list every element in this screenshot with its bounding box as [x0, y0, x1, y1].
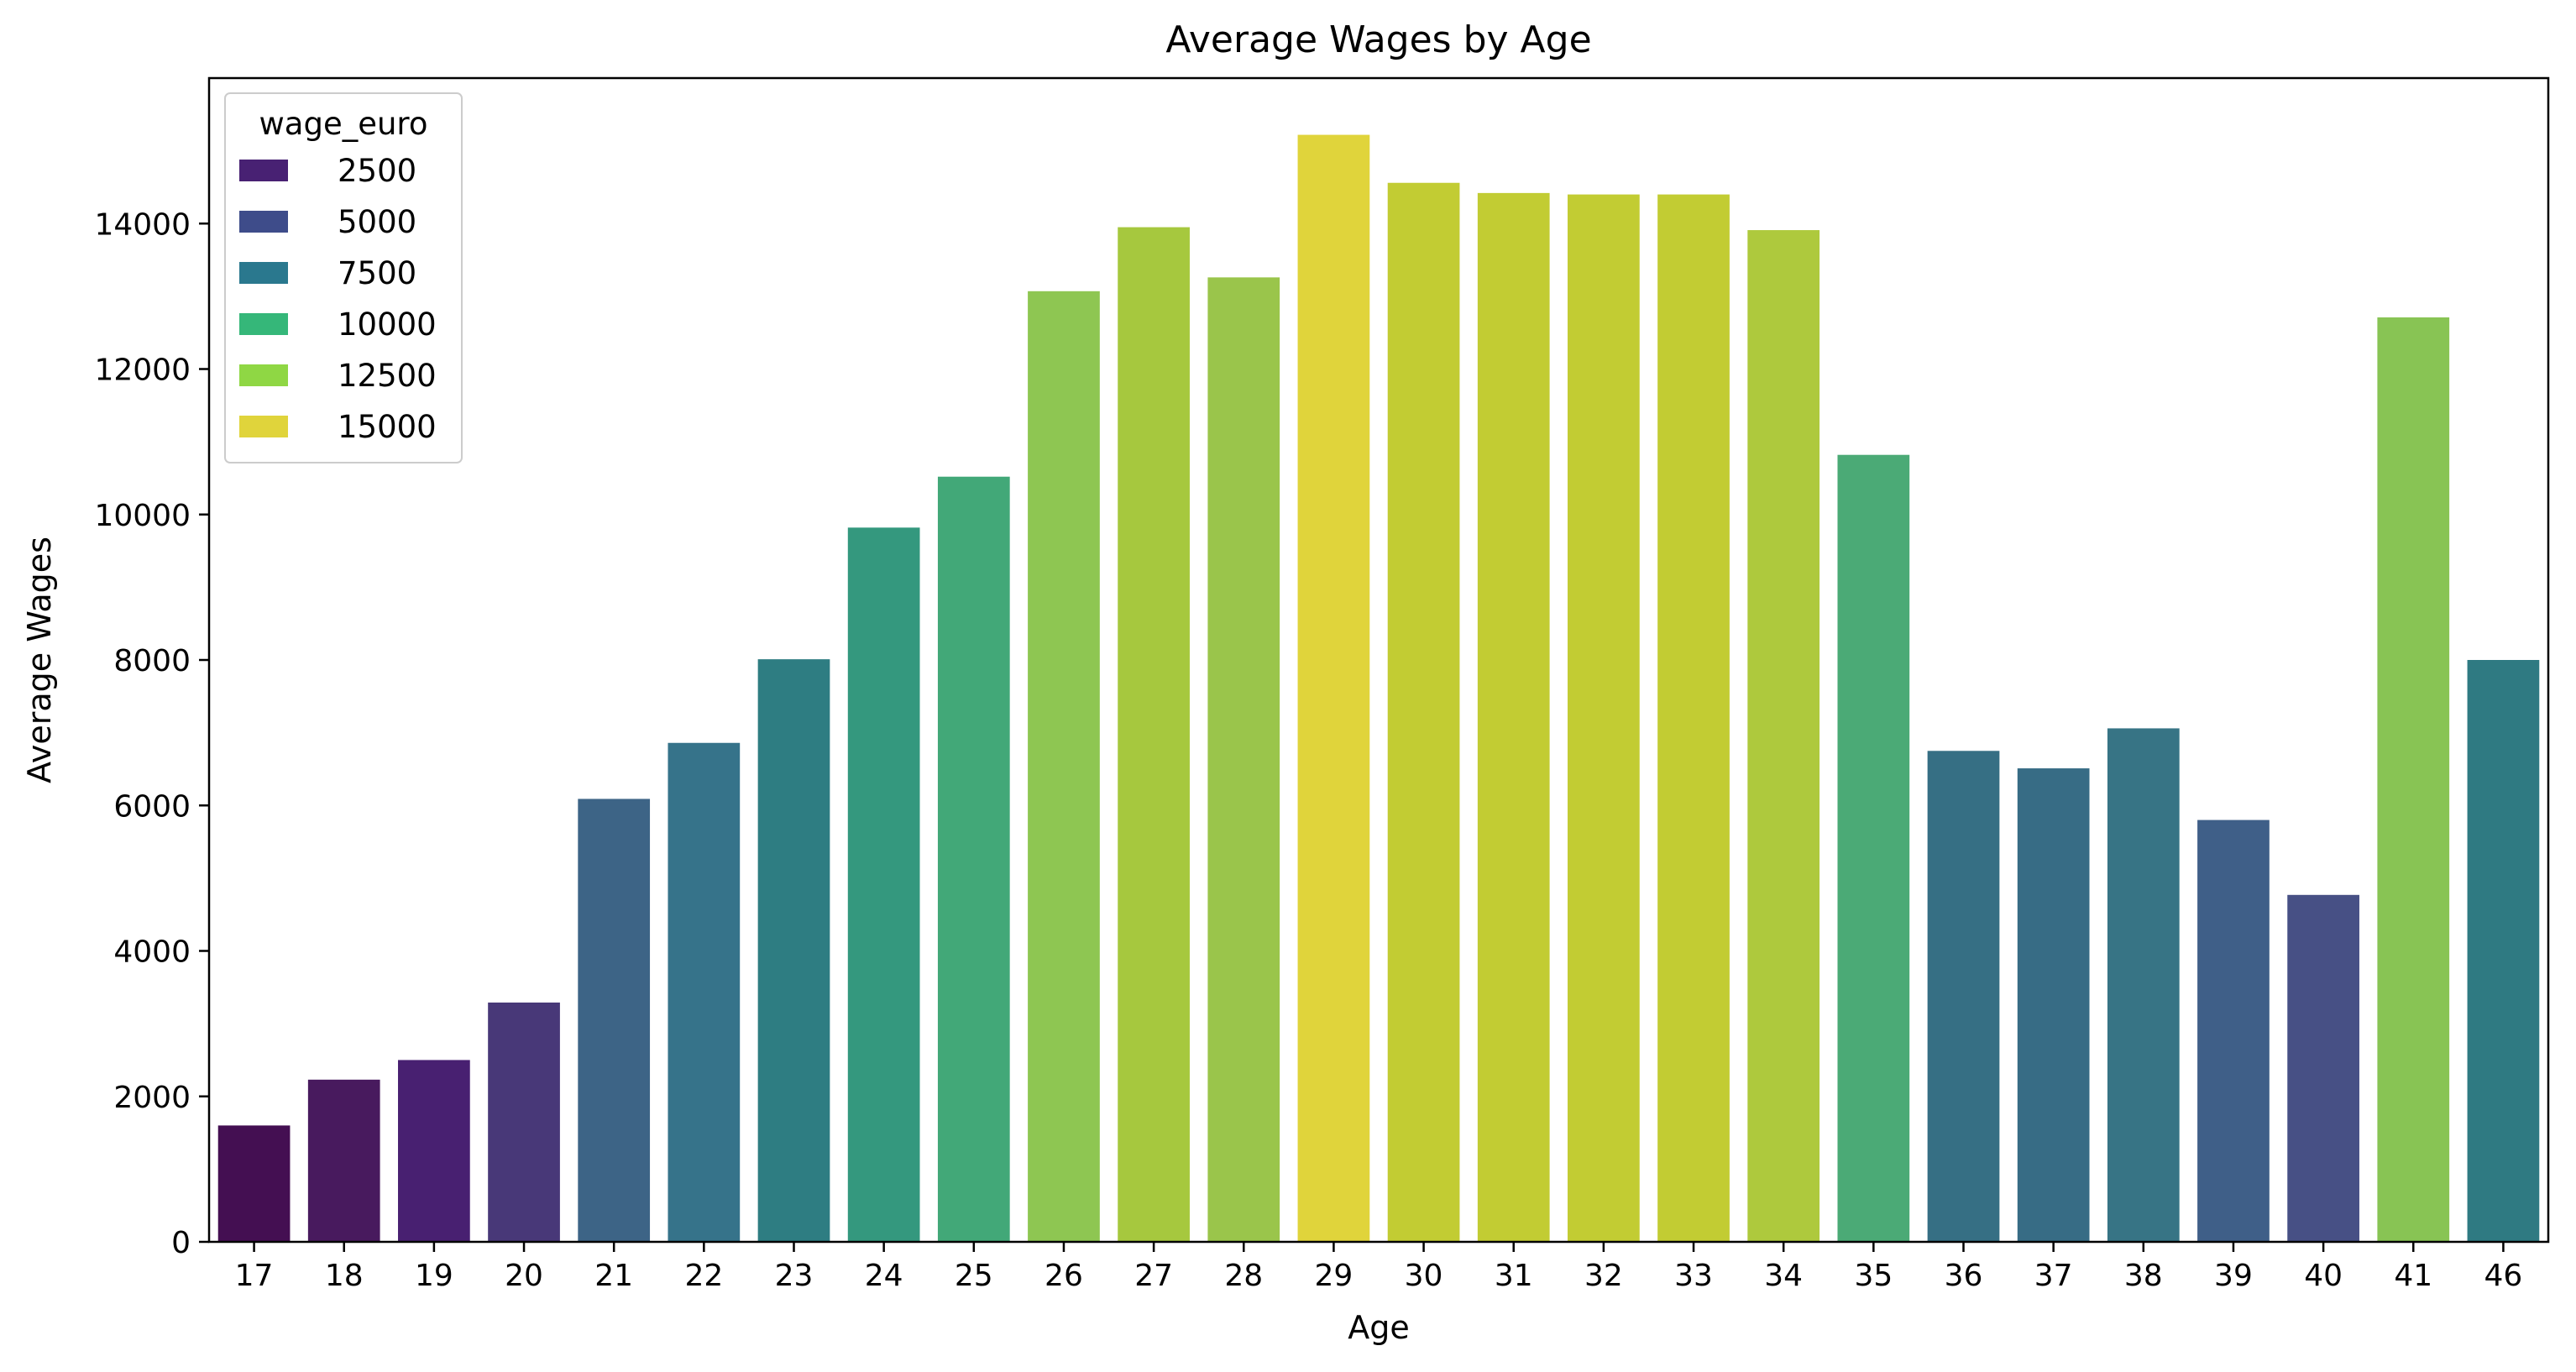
y-axis-title: Average Wages — [21, 537, 58, 783]
x-tick-label: 37 — [2034, 1259, 2073, 1293]
x-tick-label: 29 — [1315, 1259, 1353, 1293]
y-tick-label: 4000 — [113, 935, 191, 970]
x-tick-label: 30 — [1405, 1259, 1443, 1293]
legend-label: 7500 — [338, 255, 416, 291]
bars-layer — [217, 134, 2540, 1243]
x-tick-label: 34 — [1764, 1259, 1803, 1293]
x-tick-label: 28 — [1224, 1259, 1263, 1293]
x-tick-label: 32 — [1584, 1259, 1623, 1293]
legend-swatch — [239, 313, 288, 335]
x-tick-label: 31 — [1495, 1259, 1533, 1293]
legend-title: wage_euro — [259, 106, 428, 142]
x-tick-label: 26 — [1045, 1259, 1083, 1293]
legend-swatch — [239, 364, 288, 386]
y-tick-label: 8000 — [113, 644, 191, 678]
y-tick-label: 6000 — [113, 789, 191, 824]
y-axis: 0 2000 4000 6000 8000 10000 12000 14000 — [94, 207, 209, 1260]
bar-age-22 — [668, 742, 741, 1242]
x-tick-label: 46 — [2484, 1259, 2523, 1293]
bar-age-40 — [2287, 894, 2359, 1242]
x-tick-label: 18 — [325, 1259, 364, 1293]
bar-age-26 — [1028, 291, 1100, 1242]
bar-age-29 — [1297, 134, 1370, 1242]
x-tick-label: 40 — [2304, 1259, 2343, 1293]
bar-age-32 — [1568, 194, 1640, 1243]
x-tick-label: 20 — [505, 1259, 543, 1293]
x-tick-label: 33 — [1674, 1259, 1713, 1293]
x-tick-label: 36 — [1945, 1259, 1983, 1293]
x-tick-label: 35 — [1854, 1259, 1893, 1293]
bar-age-19 — [398, 1060, 470, 1242]
legend-label: 12500 — [338, 358, 437, 394]
plot-frame — [207, 76, 2550, 1244]
bar-age-25 — [937, 476, 1010, 1242]
legend-swatch — [239, 262, 288, 284]
bar-age-17 — [217, 1125, 291, 1242]
bar-age-31 — [1477, 192, 1550, 1242]
bar-age-21 — [578, 799, 651, 1242]
bar-age-34 — [1747, 230, 1820, 1242]
y-tick-label: 12000 — [94, 353, 191, 388]
legend-label: 5000 — [338, 204, 416, 240]
x-tick-label: 39 — [2214, 1259, 2253, 1293]
x-tick-label: 21 — [594, 1259, 633, 1293]
bar-age-27 — [1118, 227, 1190, 1243]
legend-label: 10000 — [338, 306, 437, 343]
bar-age-37 — [2017, 768, 2090, 1242]
bar-age-36 — [1927, 751, 2000, 1242]
bar-age-39 — [2197, 820, 2270, 1242]
bar-age-46 — [2467, 660, 2540, 1242]
legend-label: 15000 — [338, 409, 437, 445]
x-tick-label: 41 — [2394, 1259, 2432, 1293]
x-tick-label: 23 — [775, 1259, 814, 1293]
bar-age-30 — [1387, 182, 1460, 1243]
x-tick-label: 25 — [955, 1259, 993, 1293]
legend-swatch — [239, 160, 288, 181]
bar-age-35 — [1837, 454, 1910, 1242]
bar-age-41 — [2377, 317, 2450, 1242]
x-tick-label: 24 — [865, 1259, 903, 1293]
bar-age-28 — [1207, 277, 1280, 1243]
y-tick-label: 2000 — [113, 1081, 191, 1115]
y-tick-label: 10000 — [94, 499, 191, 533]
legend-swatch — [239, 416, 288, 437]
x-axis: 17 18 19 20 21 22 23 24 25 26 27 28 29 30 31 32 33 34 35 36… — [235, 1242, 2523, 1293]
x-tick-label: 19 — [415, 1259, 453, 1293]
legend-label: 2500 — [338, 153, 416, 189]
bar-age-20 — [488, 1003, 560, 1242]
bar-age-18 — [307, 1079, 380, 1242]
x-tick-label: 22 — [684, 1259, 723, 1293]
x-tick-label: 17 — [235, 1259, 274, 1293]
y-tick-label: 14000 — [94, 207, 191, 242]
x-axis-title: Age — [1348, 1309, 1410, 1346]
legend: wage_euro 2500 5000 7500 10000 12500 15000 — [224, 92, 463, 463]
chart-title: Average Wages by Age — [1165, 18, 1591, 61]
bar-age-24 — [847, 527, 920, 1242]
x-tick-label: 38 — [2124, 1259, 2163, 1293]
bar-age-23 — [757, 659, 830, 1242]
legend-swatch — [239, 211, 288, 233]
x-tick-label: 27 — [1134, 1259, 1173, 1293]
bar-age-38 — [2107, 728, 2180, 1242]
y-tick-label: 0 — [171, 1226, 191, 1260]
bar-age-33 — [1657, 194, 1730, 1243]
